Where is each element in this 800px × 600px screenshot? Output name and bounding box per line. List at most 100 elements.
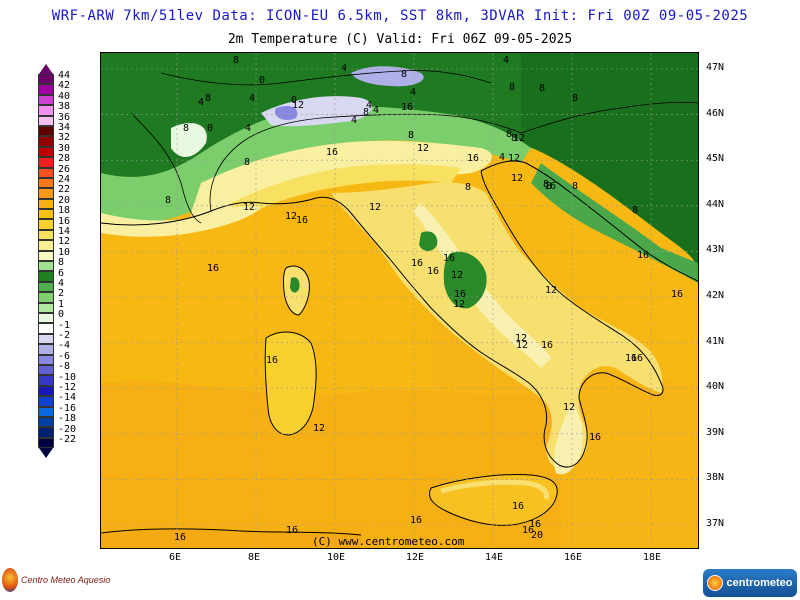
colorbar-label: -8 — [58, 361, 71, 373]
contour-label: 4 — [249, 93, 255, 104]
contour-label: 12 — [516, 340, 528, 351]
colorbar-label: 12 — [58, 236, 71, 248]
colorbar-segment — [38, 312, 54, 324]
contour-label: 8 — [539, 83, 545, 94]
colorbar-label: 40 — [58, 90, 71, 102]
contour-label: 16 — [174, 532, 186, 543]
colorbar-segment — [38, 406, 54, 417]
contour-label: 12 — [513, 133, 525, 144]
latitude-label: 38N — [706, 472, 725, 484]
contour-label: 16 — [529, 519, 541, 530]
colorbar-segment — [38, 427, 54, 438]
longitude-label: 12E — [406, 552, 425, 563]
contour-label: 12 — [243, 202, 255, 213]
contour-label: 16 — [631, 353, 643, 364]
contour-label: 8 — [233, 55, 239, 66]
colorbar-label: 36 — [58, 111, 71, 123]
colorbar-segment — [38, 261, 54, 272]
colorbar-label: -1 — [58, 319, 71, 331]
contour-label: 8 — [165, 195, 171, 206]
colorbar-label: 32 — [58, 132, 71, 144]
colorbar-segment — [38, 240, 54, 251]
colorbar-label: 44 — [58, 70, 71, 81]
contour-label: 12 — [292, 100, 304, 111]
latitude-label: 42N — [706, 290, 725, 301]
colorbar-label: -6 — [58, 350, 71, 362]
colorbar-label: -10 — [58, 371, 77, 383]
colorbar-segment — [38, 375, 54, 386]
latitude-label: 47N — [706, 62, 725, 73]
colorbar-segment — [38, 125, 54, 137]
contour-label: 12 — [451, 270, 463, 281]
colorbar-label: -18 — [58, 413, 77, 425]
colorbar-label: 8 — [58, 257, 65, 269]
contour-label: 12 — [515, 333, 527, 344]
colorbar-segment — [38, 146, 54, 158]
latitude-label: 44N — [706, 198, 725, 210]
contour-label: 4 — [373, 105, 379, 116]
temperature-colorbar — [38, 64, 54, 459]
longitude-label: 6E — [169, 552, 182, 563]
latitude-label: 39N — [706, 426, 725, 438]
contour-label: 12 — [508, 153, 520, 164]
colorbar-segment — [38, 209, 54, 220]
contour-label: 8 — [183, 123, 189, 134]
contour-label: 16 — [411, 258, 423, 269]
contour-label: 12 — [417, 143, 429, 154]
contour-label: 16 — [625, 353, 637, 364]
colorbar-label: 6 — [58, 267, 65, 279]
contour-label: 8 — [244, 157, 250, 168]
contour-label: 12 — [545, 285, 557, 296]
contour-label: 4 — [410, 87, 416, 98]
map-panel: 8 0 4 8 4 8 0 4 8 4 4 8 8 4 8 4 4 8 8 8 0 4 8 12 16 16 12 16 4 8 12 8 8 1… — [100, 52, 699, 549]
longitude-label: 16E — [564, 552, 583, 563]
contour-label: 16 — [296, 215, 308, 226]
colorbar-segment — [38, 396, 54, 407]
colorbar-label: 42 — [58, 80, 71, 92]
contour-label: 16 — [401, 102, 413, 113]
colorbar-label: -16 — [58, 402, 77, 414]
contour-label: 8 — [511, 133, 517, 144]
colorbar-segment — [38, 84, 54, 95]
colorbar-segment — [38, 167, 54, 178]
colorbar-label: 16 — [58, 215, 71, 227]
colorbar-segment — [38, 385, 54, 397]
contour-label: 12 — [511, 173, 523, 184]
brand-right-label: centrometeo — [726, 577, 793, 589]
chart-subtitle: 2m Temperature (C) Valid: Fri 06Z 09-05-… — [227, 32, 573, 47]
contour-label: 4 — [499, 152, 505, 163]
centro-meteo-aquesio-logo: Centro Meteo Aquesio — [2, 568, 110, 592]
contour-label: 8 — [401, 69, 407, 80]
contour-label: 16 — [541, 340, 553, 351]
latitude-label: 45N — [706, 153, 725, 165]
latitude-label: 46N — [706, 107, 725, 119]
contour-label: 16 — [427, 266, 439, 277]
contour-label: 16 — [637, 250, 649, 261]
contour-label: 12 — [563, 402, 575, 413]
colorbar-segment — [38, 302, 54, 313]
colorbar-label: 26 — [58, 163, 71, 175]
colorbar-segment — [38, 157, 54, 168]
contour-label: 16 — [544, 181, 556, 192]
logo-icon — [2, 568, 18, 592]
latitude-label: 41N — [706, 335, 725, 347]
contour-label: 12 — [285, 211, 297, 222]
colorbar-bottom-arrow — [39, 448, 53, 459]
colorbar-segment — [38, 177, 54, 189]
longitude-label: 18E — [643, 552, 662, 563]
colorbar-label: -20 — [58, 423, 77, 435]
chart-title: WRF-ARW 7km/51lev Data: ICON-EU 6.5km, S… — [51, 8, 749, 24]
colorbar-label: 0 — [58, 309, 65, 321]
centrometeo-logo[interactable]: centrometeo — [703, 569, 797, 597]
colorbar-segment — [38, 354, 54, 365]
colorbar-segment — [38, 416, 54, 428]
colorbar-segment — [38, 292, 54, 303]
contour-label: 16 — [671, 289, 683, 300]
contour-label: 8 — [632, 205, 638, 216]
contour-label: 8 — [509, 82, 515, 93]
colorbar-label: 18 — [58, 205, 71, 217]
contour-label: 8 — [465, 182, 471, 193]
colorbar-top-arrow — [39, 64, 53, 74]
colorbar-segment — [38, 271, 54, 282]
colorbar-label: 38 — [58, 101, 71, 113]
